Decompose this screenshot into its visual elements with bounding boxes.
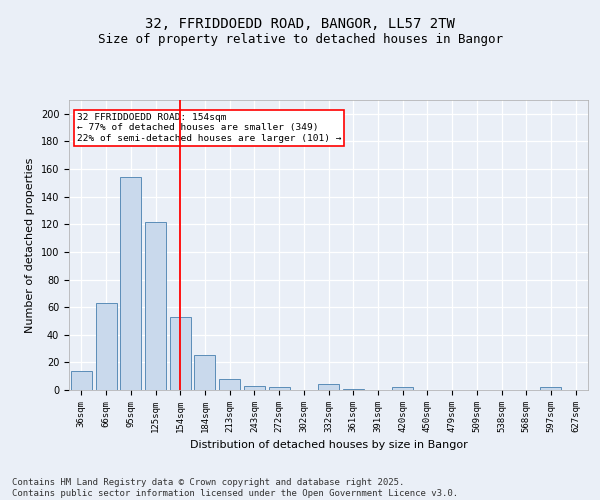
Text: 32, FFRIDDOEDD ROAD, BANGOR, LL57 2TW: 32, FFRIDDOEDD ROAD, BANGOR, LL57 2TW — [145, 18, 455, 32]
Bar — [219, 379, 240, 390]
Text: 32 FFRIDDOEDD ROAD: 154sqm
← 77% of detached houses are smaller (349)
22% of sem: 32 FFRIDDOEDD ROAD: 154sqm ← 77% of deta… — [77, 113, 341, 143]
Bar — [170, 317, 191, 390]
X-axis label: Distribution of detached houses by size in Bangor: Distribution of detached houses by size … — [190, 440, 467, 450]
Bar — [244, 386, 265, 390]
Bar — [120, 178, 141, 390]
Bar — [194, 356, 215, 390]
Bar — [95, 303, 116, 390]
Bar — [343, 388, 364, 390]
Text: Size of property relative to detached houses in Bangor: Size of property relative to detached ho… — [97, 32, 503, 46]
Bar — [318, 384, 339, 390]
Text: Contains HM Land Registry data © Crown copyright and database right 2025.
Contai: Contains HM Land Registry data © Crown c… — [12, 478, 458, 498]
Bar — [392, 387, 413, 390]
Y-axis label: Number of detached properties: Number of detached properties — [25, 158, 35, 332]
Bar — [145, 222, 166, 390]
Bar — [541, 387, 562, 390]
Bar — [71, 370, 92, 390]
Bar — [269, 387, 290, 390]
